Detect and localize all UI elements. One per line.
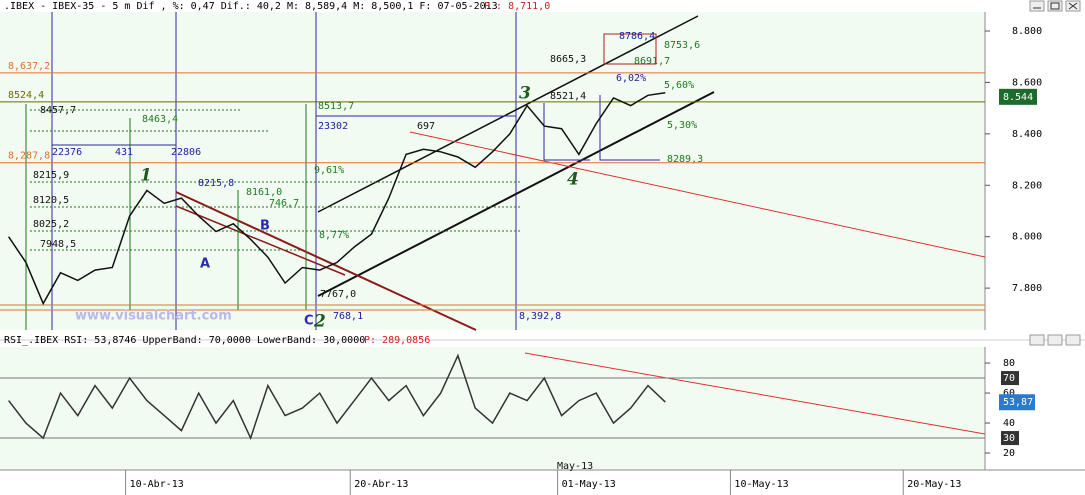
annotation: May-13 [557, 461, 593, 472]
rsi-trendline [524, 352, 986, 435]
rsi-maximize-button[interactable] [1047, 334, 1063, 346]
header-title: .IBEX - IBEX-35 - 5 m Dif , %: 0,47 Dif.… [4, 1, 498, 12]
y2-tick-label: 20 [1003, 448, 1015, 459]
annotation: 8289,3 [667, 154, 703, 165]
annotation: 7767,0 [320, 289, 356, 300]
rsi-close-button[interactable] [1065, 334, 1081, 346]
target-box [603, 33, 657, 65]
annotation: 7948,5 [40, 239, 76, 250]
window-buttons[interactable] [1029, 0, 1081, 346]
channel-bottom [317, 91, 715, 297]
annotations: 1 2 3 4 A B C www.visualchart.com 8521,4… [33, 31, 703, 472]
x-tick-label: 20-Abr-13 [354, 479, 408, 490]
rsi-header: RSI_.IBEX RSI: 53,8746 UpperBand: 70,000… [4, 335, 365, 346]
down-trendline [175, 205, 346, 276]
last-rsi-box [999, 394, 1035, 411]
annotation: 22376 [52, 147, 82, 158]
maximize-button[interactable] [1047, 0, 1063, 12]
annotation: 8215,9 [33, 170, 69, 181]
support-lines [0, 304, 985, 311]
rsi-minimize-button[interactable] [1029, 334, 1045, 346]
price-level-label: 8524,4 [8, 90, 44, 101]
wave-label: B [260, 219, 270, 234]
annotation: 431 [115, 147, 133, 158]
price-line [7, 91, 666, 306]
wave-label: 4 [567, 170, 579, 190]
rsi-panel [0, 347, 985, 470]
rsi-price: P: 289,0856 [364, 335, 430, 346]
y-tick-label: 8.400 [1012, 129, 1042, 140]
annotation: 8,77% [319, 230, 349, 241]
y-tick-label: 8.600 [1012, 77, 1042, 88]
y-tick-label: 8.200 [1012, 180, 1042, 191]
drawings [0, 12, 986, 435]
annotation: 5,30% [667, 120, 697, 131]
annotation: 6,02% [616, 73, 646, 84]
annotation: 768,1 [333, 311, 363, 322]
annotation: 8513,7 [318, 101, 354, 112]
x-tick-label: 10-May-13 [734, 479, 788, 490]
annotation: 8120,5 [33, 195, 69, 206]
y-tick-label: 8.000 [1012, 232, 1042, 243]
wave-label: A [200, 257, 210, 272]
wave-label: 1 [140, 166, 152, 186]
annotation: 746,7 [269, 198, 299, 209]
rsi-band-box [1001, 431, 1019, 446]
price-panel [0, 12, 985, 330]
annotation: 5,60% [664, 80, 694, 91]
close-icon [1068, 2, 1078, 10]
maximize-icon [1050, 2, 1060, 10]
annotation: 8753,6 [664, 40, 700, 51]
price-level-label: 8,637,2 [8, 61, 50, 72]
annotation: 23302 [318, 121, 348, 132]
fib-levels [30, 109, 520, 251]
channel-top [317, 15, 699, 213]
rsi-band-box [1001, 371, 1019, 386]
x-tick-label: 01-May-13 [562, 479, 616, 490]
price-level-label: 8,287,8 [8, 151, 50, 162]
annotation: 8457,7 [40, 105, 76, 116]
header-price: P : 8,711,0 [484, 1, 550, 12]
x-tick-label: 10-Abr-13 [130, 479, 184, 490]
annotation: 8786,4 [619, 31, 655, 42]
y-tick-label: 7.800 [1012, 283, 1042, 294]
rsi-line [8, 353, 666, 441]
annotation: 8463,4 [142, 114, 178, 125]
y-tick-label: 8.800 [1012, 26, 1042, 37]
annotation: 8161,0 [246, 187, 282, 198]
annotation: 697 [417, 121, 435, 132]
x-tick-label: 20-May-13 [907, 479, 961, 490]
annotation: 8665,3 [550, 54, 586, 65]
measure-lines [52, 115, 516, 146]
last-price-label: 8.544 [1003, 92, 1033, 103]
annotation: 9,61% [314, 165, 344, 176]
wave-label: C [304, 314, 314, 329]
rsi-band-label: 70 [1003, 373, 1015, 384]
minimize-button[interactable] [1029, 0, 1045, 12]
annotation: 8025,2 [33, 219, 69, 230]
down-trendline [175, 191, 477, 331]
wave-label: 2 [313, 312, 326, 332]
annotation: 8521,4 [550, 91, 586, 102]
annotation: 22806 [171, 147, 201, 158]
watermark: www.visualchart.com [75, 309, 232, 324]
rsi-band-label: 30 [1003, 433, 1015, 444]
wave-label: 3 [519, 84, 531, 104]
annotation: 8,392,8 [519, 311, 561, 322]
last-price-box [999, 88, 1037, 105]
annotation: 8215,8 [198, 178, 234, 189]
y2-tick-label: 60 [1003, 388, 1015, 399]
y2-tick-label: 40 [1003, 418, 1015, 429]
last-rsi-label: 53,87 [1003, 397, 1033, 408]
y2-tick-label: 80 [1003, 358, 1015, 369]
resistance-line [409, 131, 986, 258]
annotation: 8691,7 [634, 56, 670, 67]
fib-verticals [25, 104, 307, 330]
